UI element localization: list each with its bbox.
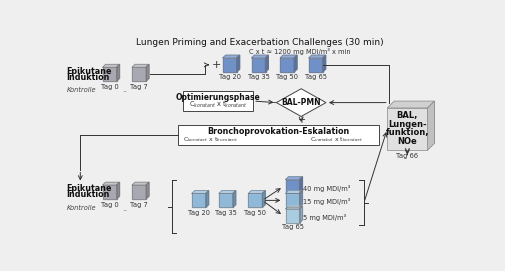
Text: Tag 35: Tag 35	[247, 74, 269, 80]
Text: 5 mg MDI/m³: 5 mg MDI/m³	[303, 214, 346, 221]
FancyBboxPatch shape	[178, 125, 379, 145]
Polygon shape	[223, 55, 239, 58]
Text: Tag 65: Tag 65	[305, 74, 326, 80]
Text: Kontrolle: Kontrolle	[66, 86, 96, 92]
Polygon shape	[285, 180, 299, 193]
Text: Tag 50: Tag 50	[244, 210, 266, 216]
Polygon shape	[103, 64, 119, 67]
FancyBboxPatch shape	[183, 91, 252, 111]
Polygon shape	[103, 185, 117, 199]
Text: Lungen-: Lungen-	[387, 120, 426, 129]
Polygon shape	[386, 101, 434, 108]
Text: +: +	[296, 115, 305, 125]
Text: Tag 20: Tag 20	[219, 74, 240, 80]
Text: Lungen Priming and Exacerbation Challenges (30 min): Lungen Priming and Exacerbation Challeng…	[135, 38, 382, 47]
FancyBboxPatch shape	[386, 108, 427, 150]
Polygon shape	[285, 209, 299, 223]
Polygon shape	[280, 58, 293, 72]
Polygon shape	[293, 55, 296, 72]
Polygon shape	[132, 185, 146, 199]
Polygon shape	[322, 55, 325, 72]
Text: Epikutane: Epikutane	[66, 66, 112, 76]
Text: Tag 7: Tag 7	[130, 84, 148, 90]
Polygon shape	[299, 206, 302, 223]
Text: BAL-PMN: BAL-PMN	[281, 98, 320, 107]
Text: Tag 50: Tag 50	[276, 74, 297, 80]
Text: BAL,: BAL,	[396, 111, 417, 120]
Text: ..: ..	[122, 85, 127, 94]
Polygon shape	[117, 182, 119, 199]
Text: C$_{konstant}$ x t$_{konstant}$: C$_{konstant}$ x t$_{konstant}$	[189, 100, 247, 110]
Text: Tag 20: Tag 20	[187, 210, 210, 216]
Polygon shape	[103, 67, 117, 81]
Text: funktion,: funktion,	[385, 128, 428, 137]
Text: Optimierungsphase: Optimierungsphase	[176, 93, 260, 102]
Text: Bronchoprovokation-Eskalation: Bronchoprovokation-Eskalation	[207, 127, 349, 136]
Polygon shape	[262, 191, 265, 207]
Text: Induktion: Induktion	[66, 73, 110, 82]
Polygon shape	[427, 101, 434, 150]
Text: 40 mg MDI/m³: 40 mg MDI/m³	[303, 185, 350, 192]
Polygon shape	[285, 206, 302, 209]
Text: −: −	[269, 98, 277, 108]
Polygon shape	[191, 191, 208, 193]
Polygon shape	[248, 191, 265, 193]
Polygon shape	[251, 55, 268, 58]
Polygon shape	[276, 89, 325, 117]
Polygon shape	[285, 193, 299, 207]
Polygon shape	[191, 193, 206, 207]
Text: Tag 35: Tag 35	[215, 210, 236, 216]
Polygon shape	[232, 191, 235, 207]
Text: Kontrolle: Kontrolle	[66, 205, 96, 211]
Text: ..: ..	[122, 204, 127, 212]
Text: C x t ≈ 1200 mg MDI/m³ x min: C x t ≈ 1200 mg MDI/m³ x min	[248, 48, 350, 55]
Text: Induktion: Induktion	[66, 191, 110, 199]
Polygon shape	[132, 67, 146, 81]
Text: NOe: NOe	[397, 137, 417, 146]
Text: Tag 65: Tag 65	[281, 224, 303, 230]
Polygon shape	[299, 177, 302, 193]
Polygon shape	[146, 182, 148, 199]
Polygon shape	[309, 58, 322, 72]
Polygon shape	[223, 58, 236, 72]
Text: C$_{variabel}$ x t$_{konstant}$: C$_{variabel}$ x t$_{konstant}$	[310, 135, 363, 144]
Text: Tag 0: Tag 0	[100, 202, 118, 208]
Text: Tag 66: Tag 66	[395, 153, 418, 160]
Polygon shape	[285, 191, 302, 193]
Polygon shape	[206, 191, 208, 207]
Text: Tag 0: Tag 0	[100, 84, 118, 90]
Polygon shape	[309, 55, 325, 58]
Text: Tag 7: Tag 7	[130, 202, 148, 208]
Polygon shape	[132, 182, 148, 185]
Polygon shape	[146, 64, 148, 81]
Polygon shape	[251, 58, 265, 72]
Polygon shape	[248, 193, 262, 207]
Polygon shape	[236, 55, 239, 72]
Polygon shape	[117, 64, 119, 81]
Text: +: +	[212, 60, 221, 70]
Text: 15 mg MDI/m³: 15 mg MDI/m³	[303, 198, 350, 205]
Text: Epikutane: Epikutane	[66, 184, 112, 193]
Polygon shape	[103, 182, 119, 185]
Polygon shape	[219, 191, 235, 193]
Polygon shape	[219, 193, 232, 207]
Polygon shape	[285, 177, 302, 180]
Polygon shape	[299, 191, 302, 207]
Polygon shape	[265, 55, 268, 72]
Polygon shape	[280, 55, 296, 58]
Polygon shape	[393, 101, 434, 143]
Text: C$_{konstant}$ x t$_{konstant}$: C$_{konstant}$ x t$_{konstant}$	[182, 135, 238, 144]
Polygon shape	[132, 64, 148, 67]
